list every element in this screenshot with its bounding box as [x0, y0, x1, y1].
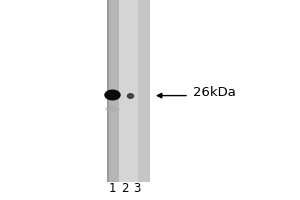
- Ellipse shape: [127, 93, 134, 99]
- Bar: [119, 0, 138, 182]
- Text: 1: 1: [109, 182, 116, 196]
- Bar: [138, 0, 150, 182]
- Bar: [106, 0, 119, 182]
- Text: 3: 3: [133, 182, 140, 196]
- Bar: [106, 0, 109, 182]
- Text: 2: 2: [121, 182, 128, 196]
- Text: 26kDa: 26kDa: [194, 86, 236, 99]
- Ellipse shape: [105, 106, 120, 112]
- Ellipse shape: [104, 90, 121, 100]
